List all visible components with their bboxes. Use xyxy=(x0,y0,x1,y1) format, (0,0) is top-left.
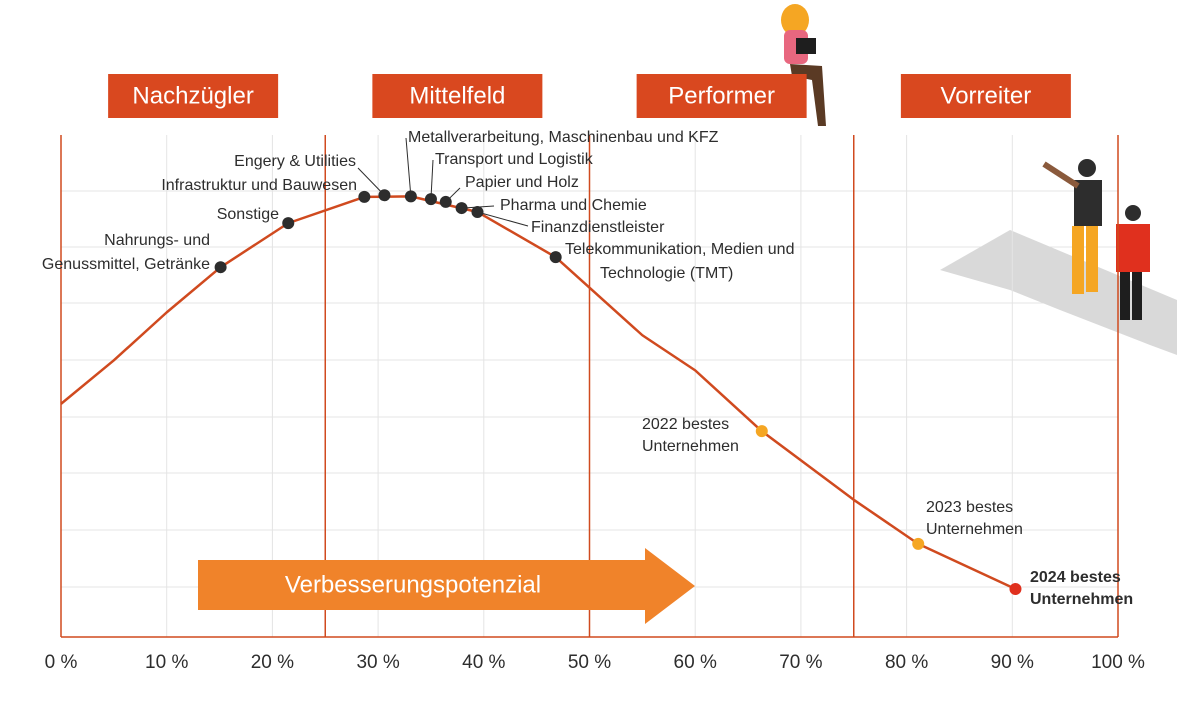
arrow-label: Verbesserungspotenzial xyxy=(285,571,541,598)
x-tick-label: 90 % xyxy=(991,652,1034,673)
point xyxy=(378,189,391,202)
x-tick-label: 0 % xyxy=(45,652,78,673)
point xyxy=(912,537,925,550)
x-tick-label: 30 % xyxy=(356,652,399,673)
point-label: Metallverarbeitung, Maschinenbau und KFZ xyxy=(408,129,719,146)
point-label: Finanzdienstleister xyxy=(531,219,665,236)
x-tick-label: 100 % xyxy=(1091,652,1145,673)
illustration-people xyxy=(781,4,1150,320)
point xyxy=(439,195,452,208)
point-label: Sonstige xyxy=(217,206,279,223)
phase-label: Performer xyxy=(668,82,775,109)
phase-box xyxy=(636,74,807,118)
x-tick-label: 80 % xyxy=(885,652,928,673)
point-label: 2024 bestes xyxy=(1030,569,1121,586)
point xyxy=(1009,583,1022,596)
point-label: 2022 bestes xyxy=(642,416,729,433)
point-label: 2023 bestes xyxy=(926,499,1013,516)
point-label: Infrastruktur und Bauwesen xyxy=(161,177,357,194)
phase-label: Nachzügler xyxy=(132,82,253,109)
leader-line xyxy=(477,211,529,227)
x-tick-label: 70 % xyxy=(779,652,822,673)
x-tick-label: 60 % xyxy=(674,652,717,673)
point-label: Transport und Logistik xyxy=(435,151,594,168)
leader-line xyxy=(430,159,434,200)
point xyxy=(755,425,768,438)
leader-line xyxy=(405,137,412,197)
point xyxy=(282,217,295,230)
x-tick-label: 50 % xyxy=(568,652,611,673)
point-label: Genussmittel, Getränke xyxy=(42,256,210,273)
phase-box xyxy=(372,74,543,118)
point-label: Unternehmen xyxy=(1030,591,1133,608)
phase-box xyxy=(108,74,279,118)
point xyxy=(214,261,227,274)
x-tick-label: 10 % xyxy=(145,652,188,673)
point xyxy=(404,190,417,203)
point-label: Engery & Utilities xyxy=(234,153,356,170)
x-tick-label: 20 % xyxy=(251,652,294,673)
point-label: Nahrungs- und xyxy=(104,232,210,249)
phase-label: Vorreiter xyxy=(941,82,1032,109)
point-label: Unternehmen xyxy=(642,438,739,455)
point-label: Pharma und Chemie xyxy=(500,197,647,214)
point-label: Technologie (TMT) xyxy=(600,265,733,282)
point xyxy=(549,251,562,264)
point xyxy=(358,190,371,203)
point xyxy=(424,193,437,206)
point-label: Papier und Holz xyxy=(465,174,579,191)
point-label: Telekommunikation, Medien und xyxy=(565,241,794,258)
phase-label: Mittelfeld xyxy=(409,82,505,109)
x-tick-label: 40 % xyxy=(462,652,505,673)
point xyxy=(471,205,484,218)
leader-line xyxy=(357,167,385,196)
improvement-arrow xyxy=(198,548,695,624)
phase-box xyxy=(900,74,1071,118)
point-label: Unternehmen xyxy=(926,521,1023,538)
point xyxy=(455,202,468,215)
